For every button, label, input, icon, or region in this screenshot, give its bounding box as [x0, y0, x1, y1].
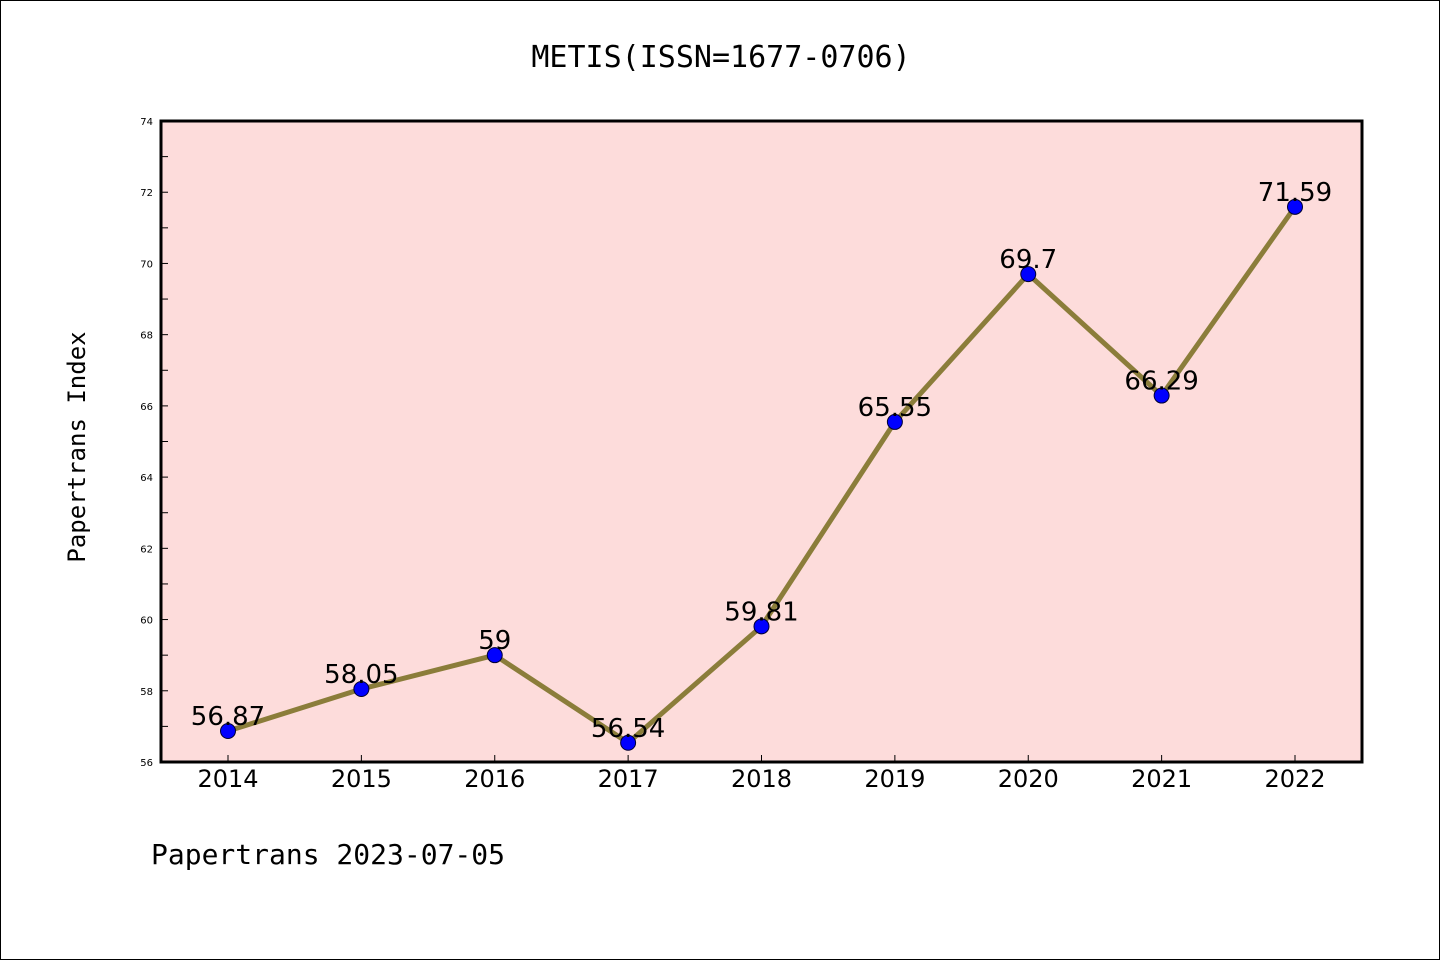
data-label: 69.7: [999, 245, 1057, 275]
x-tick-label: 2020: [998, 765, 1059, 793]
y-tick-label: 60: [140, 616, 153, 627]
x-tick-label: 2016: [464, 765, 525, 793]
data-point: [353, 680, 370, 697]
x-tick-label: 2018: [731, 765, 792, 793]
plot-border: [159, 119, 1364, 764]
y-axis-label: Papertrans Index: [63, 331, 91, 562]
data-point: [886, 413, 903, 430]
y-tick-label: 64: [140, 473, 153, 484]
data-label: 66.29: [1124, 367, 1198, 397]
data-label: 65.55: [858, 393, 932, 423]
data-point: [220, 723, 236, 740]
data-points: [220, 198, 1303, 751]
data-point: [1153, 387, 1170, 404]
data-label: 56.87: [191, 702, 265, 732]
y-tick-label: 62: [140, 544, 153, 555]
x-tick-label: 2019: [864, 765, 925, 793]
data-point: [486, 647, 503, 664]
data-point: [753, 618, 770, 635]
x-tick-label: 2021: [1131, 765, 1192, 793]
y-tick-label: 74: [140, 117, 153, 128]
data-point: [620, 734, 637, 751]
footer-source-text: Papertrans 2023-07-05: [151, 838, 505, 871]
x-tick-label: 2017: [598, 765, 659, 793]
y-tick-label: 68: [140, 331, 153, 342]
data-label: 58.05: [324, 660, 398, 690]
y-tick-label: 70: [140, 259, 153, 270]
data-label: 59.81: [724, 597, 798, 627]
data-labels: 56.87 58.05 59 56.54 59.81 65.55 69.7 66.29 71.5…: [191, 178, 1332, 744]
y-tick-label: 56: [140, 758, 153, 769]
x-tick-label: 2014: [197, 765, 258, 793]
data-point: [1287, 198, 1303, 215]
data-label: 71.59: [1258, 178, 1332, 208]
chart-title: METIS(ISSN=1677-0706): [531, 40, 910, 75]
y-tick-label: 72: [140, 188, 153, 199]
x-axis: 2014 2015 2016 2017 2018 2019 2020 2021 2022: [197, 755, 1326, 793]
data-label: 59: [478, 626, 511, 656]
data-label: 56.54: [591, 714, 665, 744]
data-point: [1020, 266, 1037, 283]
x-tick-label: 2022: [1264, 765, 1325, 793]
y-tick-label: 58: [140, 687, 153, 698]
y-tick-label: 66: [140, 402, 153, 413]
plot-area: [161, 121, 1362, 762]
x-tick-label: 2015: [331, 765, 392, 793]
